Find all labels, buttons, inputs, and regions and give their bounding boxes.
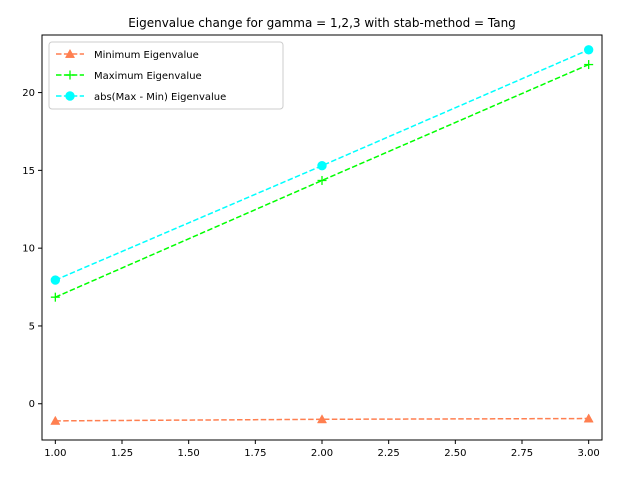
x-tick-label: 2.50 <box>444 448 466 459</box>
legend: Minimum Eigenvalue Maximum Eigenvalue abs(… <box>48 41 284 110</box>
x-tick-label: 2.00 <box>311 448 333 459</box>
x-tick-label: 3.00 <box>578 448 600 459</box>
x-tick-label: 1.75 <box>244 448 266 459</box>
x-tick-label: 2.25 <box>378 448 400 459</box>
series-line-3 <box>55 49 589 281</box>
y-tick-label: 15 <box>22 166 35 177</box>
series-1-point <box>316 414 328 424</box>
y-tick-label: 20 <box>22 88 35 99</box>
x-tick-label: 1.00 <box>44 448 66 459</box>
series-2-point <box>317 175 327 185</box>
x-tick-label: 1.50 <box>178 448 200 459</box>
series-1-point <box>583 413 594 423</box>
legend-circle-marker <box>65 91 75 101</box>
series-3-point <box>317 160 327 171</box>
y-tick-label: 0 <box>29 399 35 410</box>
legend-triangle-marker <box>64 48 76 58</box>
legend-plus-marker <box>65 70 75 80</box>
y-tick-label: 5 <box>29 321 35 332</box>
y-tick-label: 10 <box>22 244 35 255</box>
legend-box <box>48 41 284 110</box>
chart-title: Eigenvalue change for gamma = 1,2,3 with… <box>128 16 516 30</box>
series-1-point <box>50 415 61 425</box>
legend-label: abs(Max - Min) Eigenvalue <box>94 92 226 103</box>
series-3-point <box>50 275 61 285</box>
legend-label: Minimum Eigenvalue <box>94 50 199 61</box>
plot-area: 1.00 1.25 1.50 1.75 2.00 2.25 2.50 2.75 3.00 0 5 10… <box>22 45 600 459</box>
series-line-2 <box>55 63 589 298</box>
series-line-1 <box>55 417 589 422</box>
x-tick-label: 2.75 <box>511 448 533 459</box>
series-3-point <box>583 45 594 55</box>
x-tick-label: 1.25 <box>111 448 133 459</box>
plot-frame <box>41 34 603 441</box>
series-2-point <box>584 60 594 70</box>
series-2-point <box>50 292 60 302</box>
legend-label: Maximum Eigenvalue <box>94 71 202 82</box>
